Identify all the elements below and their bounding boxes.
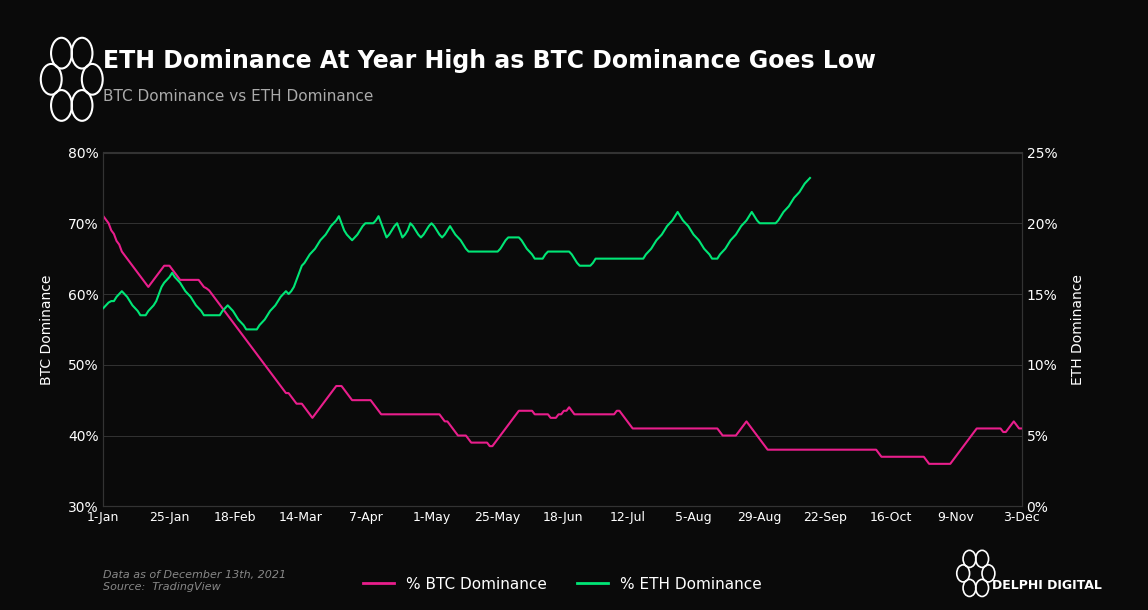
- Text: DELPHI DIGITAL: DELPHI DIGITAL: [992, 579, 1102, 592]
- Y-axis label: ETH Dominance: ETH Dominance: [1071, 274, 1085, 385]
- Text: BTC Dominance vs ETH Dominance: BTC Dominance vs ETH Dominance: [103, 88, 374, 104]
- Legend: % BTC Dominance, % ETH Dominance: % BTC Dominance, % ETH Dominance: [357, 570, 768, 598]
- Y-axis label: BTC Dominance: BTC Dominance: [40, 274, 54, 384]
- Text: ETH Dominance At Year High as BTC Dominance Goes Low: ETH Dominance At Year High as BTC Domina…: [103, 49, 876, 73]
- Text: Data as of December 13th, 2021
Source:  TradingView: Data as of December 13th, 2021 Source: T…: [103, 570, 287, 592]
